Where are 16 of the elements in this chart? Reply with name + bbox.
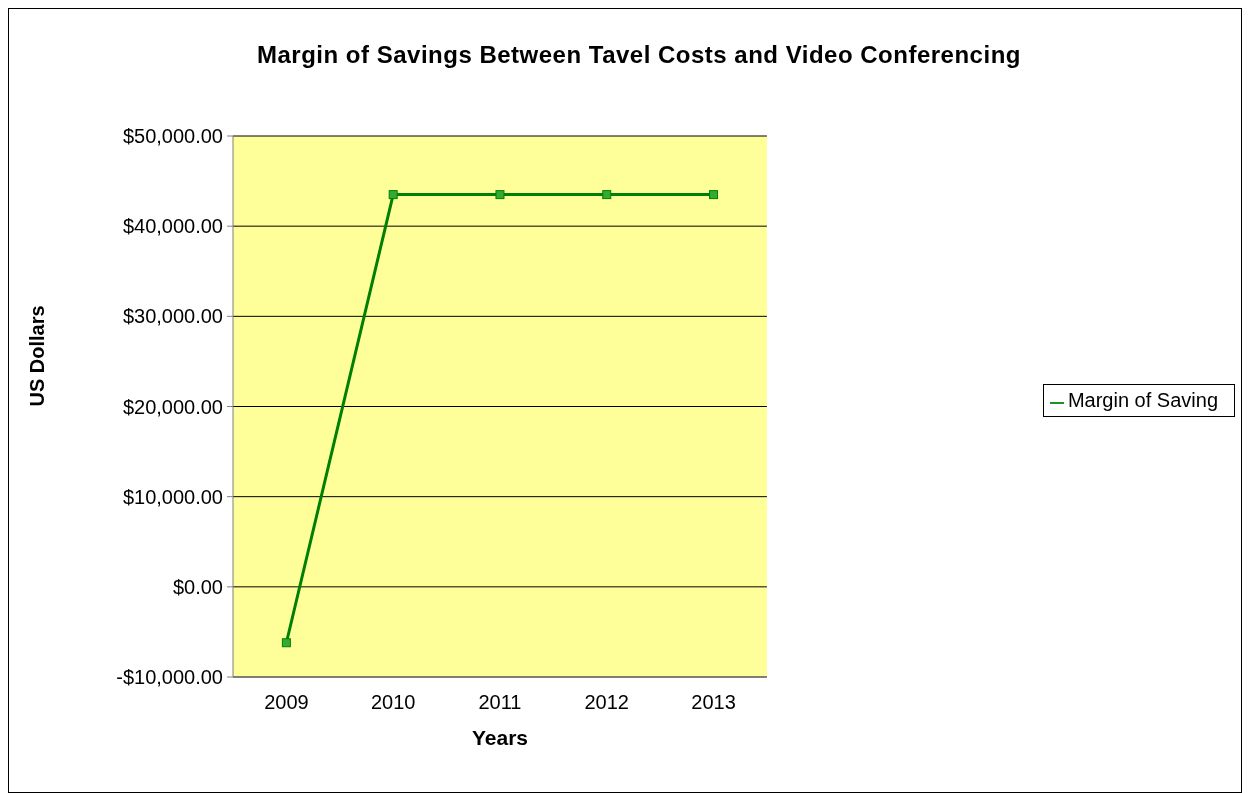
y-tick-label: $10,000.00 (122, 485, 223, 508)
x-tick-label: 2009 (264, 691, 309, 714)
y-tick-label: $0.00 (172, 575, 223, 598)
chart-title: Margin of Savings Between Tavel Costs and Video Conferencing (256, 41, 1022, 69)
x-tick-label: 2010 (370, 691, 416, 714)
y-tick-label: $30,000.00 (122, 305, 223, 328)
y-tick-label: $40,000.00 (122, 215, 223, 238)
y-tick-label: $50,000.00 (122, 125, 223, 148)
legend-label: Margin of Saving (1067, 389, 1218, 411)
y-tick-label: -$10,000.00 (116, 666, 223, 689)
x-tick-label: 2013 (691, 691, 736, 714)
y-axis-title: US Dollars (26, 305, 49, 407)
y-tick-label: $20,000.00 (122, 395, 223, 418)
x-tick-label: 2011 (478, 691, 522, 714)
x-tick-label: 2012 (584, 691, 629, 714)
x-axis-title: Years (471, 726, 528, 749)
